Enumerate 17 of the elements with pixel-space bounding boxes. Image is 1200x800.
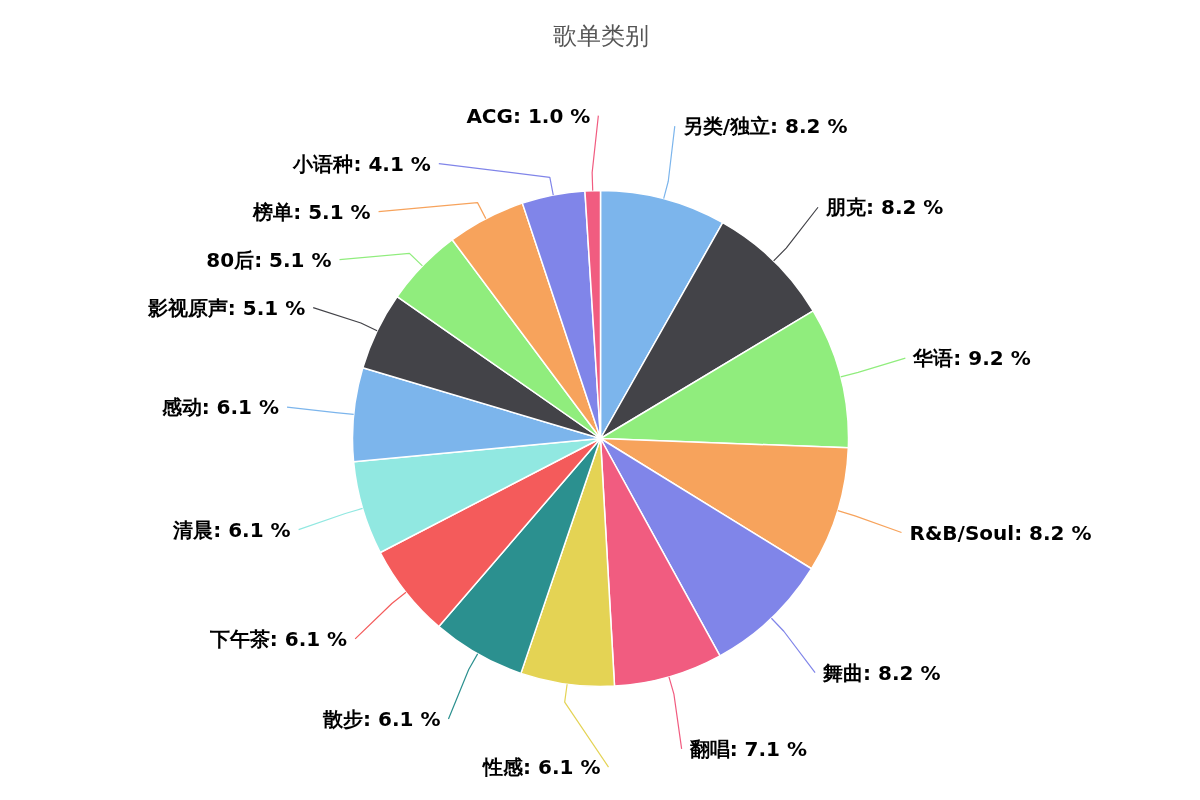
slice-label: 小语种: 4.1 % (292, 151, 431, 176)
slice-label: ACG: 1.0 % (466, 103, 591, 128)
slice-label: 感动: 6.1 % (160, 395, 280, 420)
slice-label: 另类/独立: 8.2 % (682, 114, 848, 139)
slice-label: 散步: 6.1 % (322, 707, 441, 732)
slice-label: 华语: 9.2 % (912, 346, 1031, 371)
slice-label: R&B/Soul: 8.2 % (909, 520, 1092, 545)
slice-label: 性感: 6.1 % (481, 755, 601, 780)
slice-label: 舞曲: 8.2 % (822, 660, 941, 685)
chart-title: 歌单类别 (552, 21, 649, 50)
slice-label: 80后: 5.1 % (206, 247, 332, 272)
slice-label: 榜单: 5.1 % (252, 199, 371, 224)
slice-label: 清晨: 6.1 % (172, 517, 291, 542)
slice-label: 翻唱: 7.1 % (688, 736, 808, 761)
slice-label: 朋克: 8.2 % (825, 195, 944, 220)
slice-label: 影视原声: 5.1 % (146, 295, 306, 320)
slice-label: 下午茶: 6.1 % (208, 626, 348, 651)
